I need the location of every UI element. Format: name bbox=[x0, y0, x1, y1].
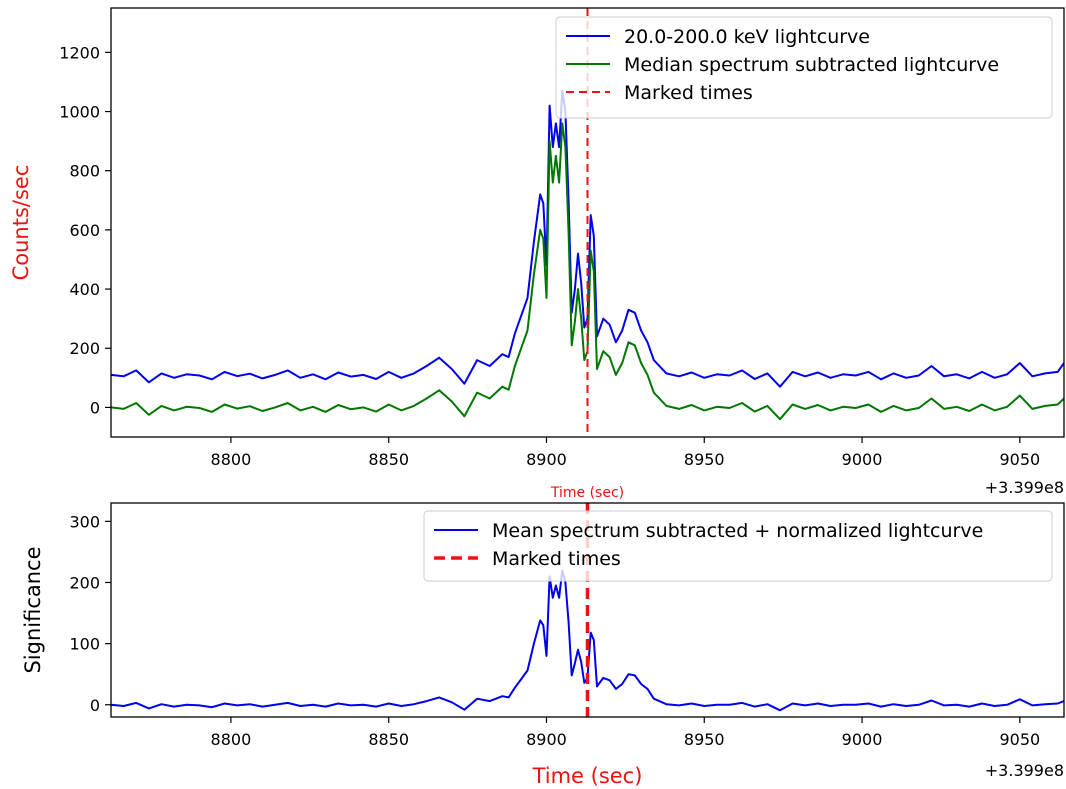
legend-box bbox=[423, 510, 1053, 582]
x-tick-label: 8850 bbox=[368, 730, 409, 749]
legend-entry: 20.0-200.0 keV lightcurve bbox=[624, 26, 870, 48]
x-offset-label: +3.399e8 bbox=[985, 478, 1064, 497]
x-tick-label: 9050 bbox=[999, 450, 1040, 469]
legend-box bbox=[555, 16, 1053, 119]
axes-frame bbox=[110, 7, 1065, 438]
x-tick-label: 9050 bbox=[999, 730, 1040, 749]
y-tick-label: 100 bbox=[69, 635, 100, 654]
y-axis-label: Significance bbox=[21, 546, 45, 673]
legend-entry: Marked times bbox=[624, 82, 753, 104]
x-axis-label: Time (sec) bbox=[550, 485, 624, 501]
x-tick-label: 8900 bbox=[526, 730, 567, 749]
x-tick-label: 8800 bbox=[211, 730, 252, 749]
y-tick-label: 1200 bbox=[59, 43, 100, 62]
series-line-secondary bbox=[111, 122, 1064, 421]
series-line-primary bbox=[111, 569, 1064, 712]
y-tick-label: 800 bbox=[69, 162, 100, 181]
y-tick-label: 400 bbox=[69, 280, 100, 299]
legend-entry: Marked times bbox=[492, 548, 621, 570]
legend: Mean spectrum subtracted + normalized li… bbox=[423, 510, 1053, 582]
x-tick-label: 8950 bbox=[684, 730, 725, 749]
y-axis-label: Counts/sec bbox=[9, 165, 33, 281]
y-tick-label: 0 bbox=[90, 398, 100, 417]
axes-frame bbox=[110, 502, 1065, 718]
x-tick-label: 8950 bbox=[684, 450, 725, 469]
y-tick-label: 0 bbox=[90, 696, 100, 715]
y-tick-label: 200 bbox=[69, 573, 100, 592]
series-line-primary bbox=[111, 89, 1064, 388]
x-tick-label: 8850 bbox=[368, 450, 409, 469]
lightcurve-panel: 8800 8850 8900 8950 9000 9050 0 200 400 600 800 100… bbox=[9, 7, 1065, 501]
x-tick-label: 8800 bbox=[211, 450, 252, 469]
legend-entry: Median spectrum subtracted lightcurve bbox=[624, 54, 999, 76]
x-offset-label: +3.399e8 bbox=[985, 761, 1064, 780]
x-tick-label: 9000 bbox=[842, 730, 883, 749]
y-tick-label: 300 bbox=[69, 512, 100, 531]
x-tick-label: 9000 bbox=[842, 450, 883, 469]
x-axis-label: Time (sec) bbox=[532, 764, 643, 788]
significance-panel: 8800 8850 8900 8950 9000 9050 0 100 200 300 +3.399… bbox=[21, 502, 1065, 788]
x-tick-label: 8900 bbox=[526, 450, 567, 469]
y-tick-label: 1000 bbox=[59, 103, 100, 122]
y-tick-label: 200 bbox=[69, 339, 100, 358]
y-tick-label: 600 bbox=[69, 221, 100, 240]
legend: 20.0-200.0 keV lightcurve Median spectrum… bbox=[555, 16, 1053, 119]
legend-entry: Mean spectrum subtracted + normalized li… bbox=[492, 520, 983, 542]
